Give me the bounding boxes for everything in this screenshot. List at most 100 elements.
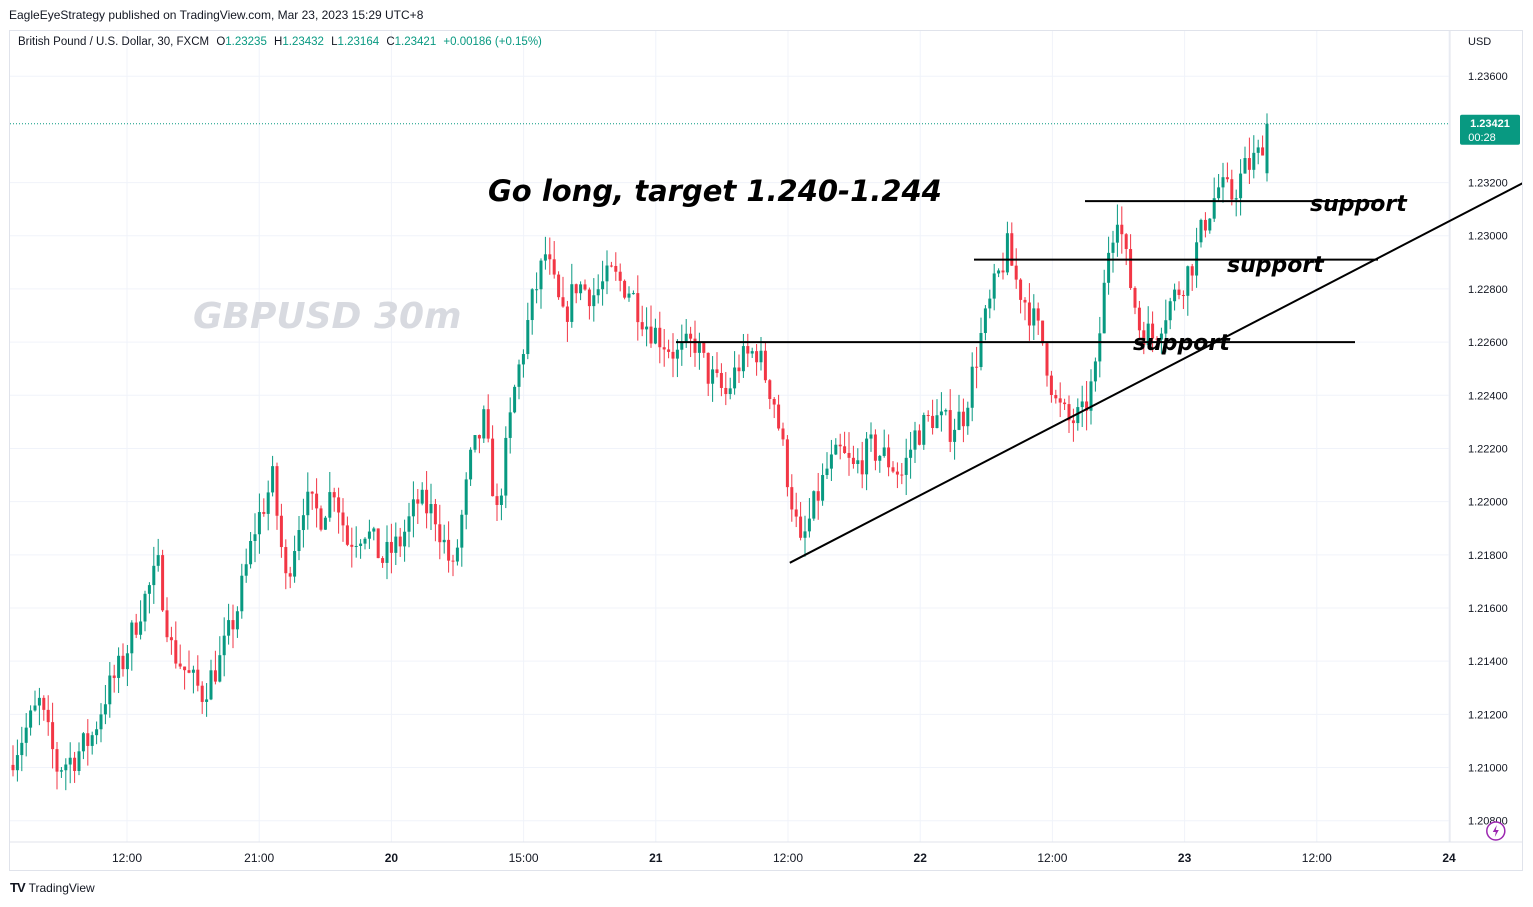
candle-body — [350, 544, 354, 547]
candle — [961, 398, 965, 443]
candle — [68, 742, 72, 784]
candle-body — [979, 333, 983, 368]
chart-panel[interactable]: 1.23600 1.23200 1.23000 1.22800 1.22600 1.224… — [9, 30, 1523, 871]
candle-body — [847, 452, 851, 458]
candle — [460, 509, 464, 567]
candle-body — [213, 670, 217, 682]
candle — [499, 488, 503, 521]
candle — [191, 665, 195, 694]
lightning-event-icon — [1486, 821, 1506, 841]
candle — [385, 525, 389, 580]
candle-body — [794, 509, 798, 517]
candle — [587, 287, 591, 320]
candle — [134, 613, 138, 639]
candle-body — [1054, 395, 1058, 399]
price-chart[interactable]: 1.23600 1.23200 1.23000 1.22800 1.22600 1.224… — [10, 31, 1522, 870]
candle-body — [191, 669, 195, 673]
candle-body — [33, 705, 37, 711]
candle-body — [240, 575, 244, 612]
candle-body — [455, 547, 459, 562]
candle — [618, 263, 622, 292]
candle-body — [108, 675, 112, 705]
y-tick-label: 1.22800 — [1468, 284, 1508, 296]
candle — [667, 339, 671, 359]
candle-body — [1001, 270, 1005, 273]
candle — [530, 288, 534, 335]
candle-body — [469, 449, 473, 480]
candle-body — [693, 338, 697, 353]
candle-body — [1261, 147, 1265, 156]
candle-body — [768, 380, 772, 399]
bar-countdown: 00:28 — [1468, 132, 1496, 144]
candle — [755, 344, 759, 376]
candle — [671, 333, 675, 378]
candle-body — [1243, 158, 1247, 174]
candle-body — [99, 714, 103, 730]
candle-body — [1076, 407, 1080, 424]
candle — [477, 434, 481, 454]
symbol-watermark: GBPUSD 30m — [193, 296, 462, 337]
candle — [750, 347, 754, 358]
candle — [649, 305, 653, 348]
candle — [59, 766, 63, 778]
candle — [702, 341, 706, 358]
candle-body — [865, 438, 869, 475]
candle — [763, 342, 767, 383]
candle-body — [1208, 218, 1212, 231]
candle-body — [460, 514, 464, 548]
candle-body — [944, 410, 948, 412]
candle-body — [1115, 224, 1119, 243]
candle — [350, 527, 354, 568]
candle-body — [719, 372, 723, 388]
candle — [279, 503, 283, 558]
candle-body — [1212, 198, 1216, 219]
current-price-tag-bg — [1460, 114, 1520, 145]
candle-body — [407, 516, 411, 532]
tradingview-logo-icon: TV — [10, 880, 26, 895]
candle — [117, 647, 121, 694]
candle — [1142, 321, 1146, 355]
candle — [583, 279, 587, 291]
candle-body — [1168, 301, 1172, 321]
close-label: C — [386, 36, 395, 48]
candle-body — [1102, 282, 1106, 334]
candle-body — [636, 293, 640, 323]
candle-body — [675, 349, 679, 359]
candle — [812, 490, 816, 521]
candle — [275, 462, 279, 530]
candle — [579, 281, 583, 301]
candle-body — [187, 670, 191, 673]
candle — [1120, 206, 1124, 254]
candle-body — [152, 565, 156, 586]
candle-body — [618, 271, 622, 281]
candle-body — [1159, 333, 1163, 340]
candle — [1186, 265, 1190, 316]
candle-body — [790, 487, 794, 510]
candle-body — [1014, 265, 1018, 280]
candle — [790, 474, 794, 522]
candle — [851, 445, 855, 469]
candle — [992, 263, 996, 311]
candle — [249, 532, 253, 569]
candle-body — [640, 322, 644, 330]
candle — [539, 258, 543, 309]
x-axis: 12:00 21:00 20 15:00 21 12:00 22 12:00 23 12:00 24… — [10, 841, 1522, 865]
footer-brand[interactable]: TV TradingView — [10, 880, 95, 895]
candle — [1107, 236, 1111, 295]
candle-body — [557, 274, 561, 298]
candle — [1067, 395, 1071, 433]
candle — [288, 566, 292, 589]
candle — [1146, 306, 1150, 347]
candle-body — [482, 409, 486, 439]
candle-body — [1252, 152, 1256, 170]
candle — [838, 433, 842, 460]
candle — [596, 274, 600, 304]
candle — [1049, 370, 1053, 403]
candle — [794, 492, 798, 528]
candle-body — [491, 438, 495, 497]
candle-body — [759, 350, 763, 363]
candle-body — [649, 326, 653, 344]
candle — [768, 379, 772, 410]
candle-body — [966, 407, 970, 427]
candle-body — [605, 265, 609, 282]
